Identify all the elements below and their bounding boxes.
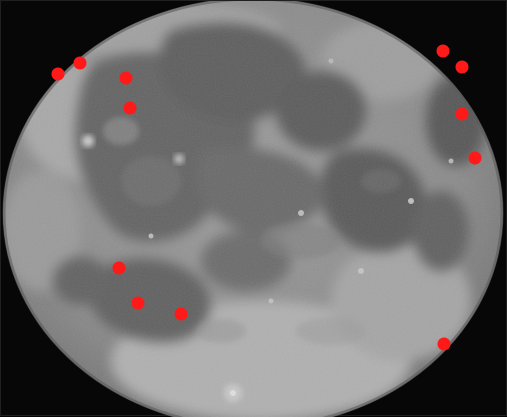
red-marker	[123, 101, 137, 115]
red-marker	[437, 337, 451, 351]
red-marker	[119, 71, 133, 85]
red-marker	[112, 261, 126, 275]
red-marker	[455, 60, 469, 74]
marker-group	[51, 44, 482, 351]
red-marker	[174, 307, 188, 321]
red-marker	[131, 296, 145, 310]
red-marker	[455, 107, 469, 121]
red-marker	[73, 56, 87, 70]
red-marker	[51, 67, 65, 81]
red-marker	[468, 151, 482, 165]
red-marker	[436, 44, 450, 58]
